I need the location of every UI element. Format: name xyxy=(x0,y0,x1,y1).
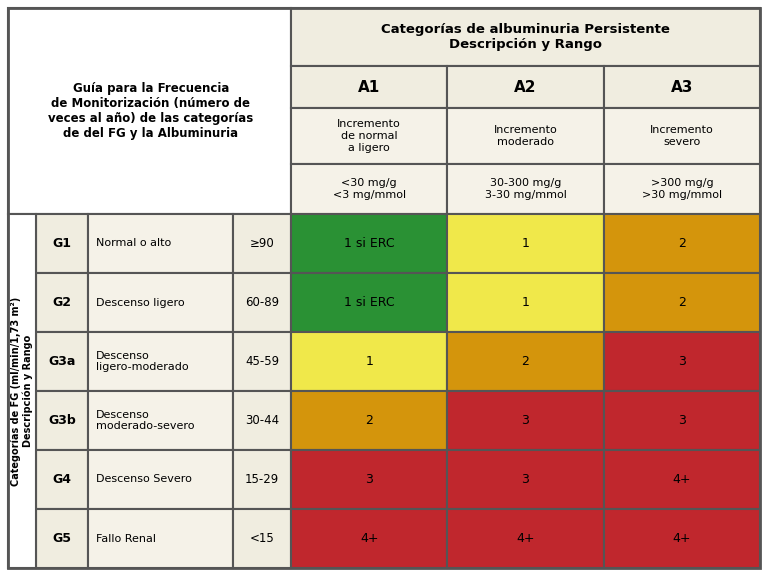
Text: Descenso ligero: Descenso ligero xyxy=(96,297,184,308)
Text: 2: 2 xyxy=(678,237,686,250)
Bar xyxy=(233,450,291,509)
Bar xyxy=(291,66,447,108)
Bar xyxy=(88,332,233,391)
Text: 3: 3 xyxy=(521,473,529,486)
Text: 1: 1 xyxy=(521,296,529,309)
Text: 4+: 4+ xyxy=(360,532,379,545)
Bar xyxy=(36,450,88,509)
Text: 1: 1 xyxy=(521,237,529,250)
Text: G4: G4 xyxy=(52,473,71,486)
Text: Descenso Severo: Descenso Severo xyxy=(96,475,192,484)
Bar xyxy=(447,509,604,568)
Text: Incremento
moderado: Incremento moderado xyxy=(494,125,558,147)
Text: 4+: 4+ xyxy=(673,473,691,486)
Bar xyxy=(447,332,604,391)
Bar xyxy=(447,391,604,450)
Bar xyxy=(233,273,291,332)
Bar xyxy=(291,8,760,66)
Bar xyxy=(36,332,88,391)
Bar xyxy=(36,273,88,332)
Text: G3a: G3a xyxy=(48,355,76,368)
Text: 4+: 4+ xyxy=(673,532,691,545)
Text: A3: A3 xyxy=(670,79,693,94)
Text: 1: 1 xyxy=(366,355,373,368)
Text: Incremento
de normal
a ligero: Incremento de normal a ligero xyxy=(337,119,401,153)
Bar xyxy=(447,214,604,273)
Text: 45-59: 45-59 xyxy=(245,355,279,368)
Bar xyxy=(88,450,233,509)
Text: 3: 3 xyxy=(678,355,686,368)
Bar xyxy=(291,509,447,568)
Text: 15-29: 15-29 xyxy=(245,473,279,486)
Text: G3b: G3b xyxy=(48,414,76,427)
Text: <30 mg/g
<3 mg/mmol: <30 mg/g <3 mg/mmol xyxy=(333,178,406,200)
Bar xyxy=(604,66,760,108)
Bar xyxy=(8,214,36,568)
Text: 2: 2 xyxy=(678,296,686,309)
Bar xyxy=(447,164,604,214)
Text: G1: G1 xyxy=(52,237,71,250)
Bar xyxy=(8,8,291,214)
Text: Guía para la Frecuencia
de Monitorización (número de
veces al año) de las catego: Guía para la Frecuencia de Monitorizació… xyxy=(48,82,253,140)
Bar xyxy=(291,108,447,164)
Text: 3: 3 xyxy=(366,473,373,486)
Text: Descenso
ligero-moderado: Descenso ligero-moderado xyxy=(96,351,189,372)
Bar xyxy=(88,273,233,332)
Bar xyxy=(291,450,447,509)
Text: >300 mg/g
>30 mg/mmol: >300 mg/g >30 mg/mmol xyxy=(642,178,722,200)
Bar xyxy=(36,391,88,450)
Text: G2: G2 xyxy=(52,296,71,309)
Text: Incremento
severo: Incremento severo xyxy=(650,125,713,147)
Bar xyxy=(233,391,291,450)
Text: Categorías de FG (ml/min/1,73 m²)
Descripción y Rango: Categorías de FG (ml/min/1,73 m²) Descri… xyxy=(11,297,33,486)
Text: 1 si ERC: 1 si ERC xyxy=(344,237,395,250)
Text: Descenso
moderado-severo: Descenso moderado-severo xyxy=(96,410,194,431)
Text: 60-89: 60-89 xyxy=(245,296,279,309)
Bar xyxy=(291,214,447,273)
Text: 30-44: 30-44 xyxy=(245,414,279,427)
Bar xyxy=(604,332,760,391)
Text: Fallo Renal: Fallo Renal xyxy=(96,533,156,544)
Bar xyxy=(447,108,604,164)
Text: 1 si ERC: 1 si ERC xyxy=(344,296,395,309)
Text: 4+: 4+ xyxy=(516,532,535,545)
Text: ≥90: ≥90 xyxy=(250,237,274,250)
Bar xyxy=(604,164,760,214)
Bar xyxy=(233,509,291,568)
Bar xyxy=(36,214,88,273)
Text: Normal o alto: Normal o alto xyxy=(96,238,171,248)
Bar xyxy=(604,214,760,273)
Bar xyxy=(447,66,604,108)
Bar xyxy=(36,509,88,568)
Text: 30-300 mg/g
3-30 mg/mmol: 30-300 mg/g 3-30 mg/mmol xyxy=(485,178,567,200)
Text: 2: 2 xyxy=(521,355,529,368)
Text: 3: 3 xyxy=(678,414,686,427)
Text: Categorías de albuminuria Persistente
Descripción y Rango: Categorías de albuminuria Persistente De… xyxy=(381,23,670,51)
Text: 2: 2 xyxy=(366,414,373,427)
Bar xyxy=(604,509,760,568)
Bar xyxy=(291,391,447,450)
Text: G5: G5 xyxy=(52,532,71,545)
Bar xyxy=(604,391,760,450)
Bar xyxy=(604,273,760,332)
Bar xyxy=(604,108,760,164)
Bar xyxy=(291,332,447,391)
Text: A1: A1 xyxy=(358,79,380,94)
Bar xyxy=(447,273,604,332)
Bar xyxy=(233,214,291,273)
Bar xyxy=(88,391,233,450)
Bar xyxy=(291,164,447,214)
Bar xyxy=(291,273,447,332)
Bar xyxy=(604,450,760,509)
Bar xyxy=(447,450,604,509)
Bar xyxy=(88,509,233,568)
Bar xyxy=(233,332,291,391)
Text: <15: <15 xyxy=(250,532,274,545)
Text: 3: 3 xyxy=(521,414,529,427)
Text: A2: A2 xyxy=(515,79,537,94)
Bar xyxy=(88,214,233,273)
